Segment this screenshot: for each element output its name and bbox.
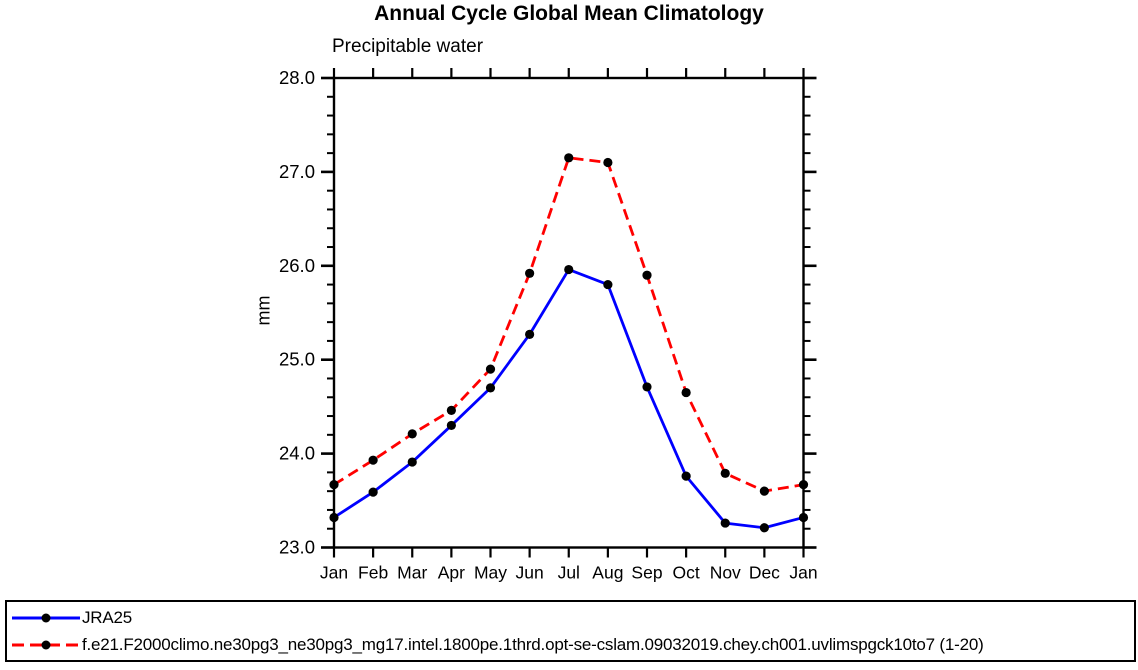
y-axis-ticks — [321, 76, 817, 549]
series-jra25 — [329, 264, 809, 533]
legend-item-model-run: f.e21.F2000climo.ne30pg3_ne30pg3_mg17.in… — [10, 631, 1134, 658]
x-tick-label: Jan — [789, 563, 817, 583]
x-tick-label: Jul — [558, 563, 580, 583]
x-axis-tick-labels: Jan Feb Mar Apr May Jun Jul Aug Sep Oct Nov Dec Jan — [320, 563, 818, 583]
legend-label-model-run: f.e21.F2000climo.ne30pg3_ne30pg3_mg17.in… — [82, 634, 984, 654]
data-point-marker — [368, 487, 378, 497]
x-tick-label: Aug — [592, 563, 623, 583]
legend-item-jra25: JRA25 — [10, 604, 1134, 631]
data-point-marker — [642, 270, 652, 280]
chart-title: Annual Cycle Global Mean Climatology — [374, 2, 764, 25]
x-tick-label: Apr — [438, 563, 465, 583]
data-point-marker — [720, 518, 730, 528]
data-point-marker — [564, 264, 574, 275]
legend-line-sample-dashed — [12, 640, 80, 649]
legend-label-jra25: JRA25 — [82, 607, 133, 627]
y-tick-label: 24.0 — [279, 443, 315, 464]
data-point-marker — [446, 405, 456, 416]
data-point-marker — [798, 479, 809, 490]
x-tick-label: Mar — [397, 563, 427, 583]
x-tick-label: Sep — [631, 563, 662, 583]
series-model-run — [329, 153, 809, 496]
legend-box: JRA25 f.e21.F2000climo.ne30pg3_ne30pg3_m… — [5, 600, 1136, 662]
chart-subtitle: Precipitable water — [332, 36, 484, 57]
data-point-marker — [407, 429, 417, 439]
data-point-marker — [368, 455, 378, 465]
y-tick-label: 25.0 — [279, 349, 315, 370]
data-point-marker — [329, 512, 339, 523]
data-point-marker — [525, 329, 535, 339]
data-point-marker — [681, 387, 691, 398]
data-point-marker — [603, 279, 613, 290]
series-line — [333, 156, 804, 493]
legend-line-sample-solid — [12, 613, 80, 622]
data-point-marker — [525, 268, 535, 278]
y-axis-tick-labels: 23.0 24.0 25.0 26.0 27.0 28.0 — [279, 67, 315, 558]
data-point-marker — [642, 382, 652, 392]
data-point-marker — [446, 420, 456, 431]
data-point-marker — [329, 479, 339, 490]
x-tick-label: Oct — [673, 563, 700, 583]
y-tick-label: 26.0 — [279, 255, 315, 276]
data-point-marker — [603, 157, 613, 168]
data-point-marker — [759, 486, 769, 496]
x-tick-label: Jun — [516, 563, 544, 583]
x-tick-label: Feb — [358, 563, 388, 583]
x-tick-label: Jan — [320, 563, 348, 583]
data-point-marker — [564, 153, 574, 163]
data-point-marker — [681, 471, 691, 481]
x-tick-label: Dec — [749, 563, 780, 583]
data-point-marker — [407, 457, 417, 467]
series-line — [333, 268, 804, 530]
data-point-marker — [798, 512, 809, 523]
x-tick-label: May — [474, 563, 507, 583]
y-tick-label: 27.0 — [279, 161, 315, 182]
data-point-marker — [720, 468, 730, 478]
y-tick-label: 28.0 — [279, 67, 315, 88]
x-tick-label: Nov — [710, 563, 741, 583]
data-point-marker — [485, 383, 496, 393]
data-point-marker — [759, 523, 769, 533]
data-point-marker — [485, 364, 496, 374]
x-axis-ticks — [332, 68, 805, 558]
plot-frame — [332, 76, 805, 549]
y-tick-label: 23.0 — [279, 537, 315, 558]
